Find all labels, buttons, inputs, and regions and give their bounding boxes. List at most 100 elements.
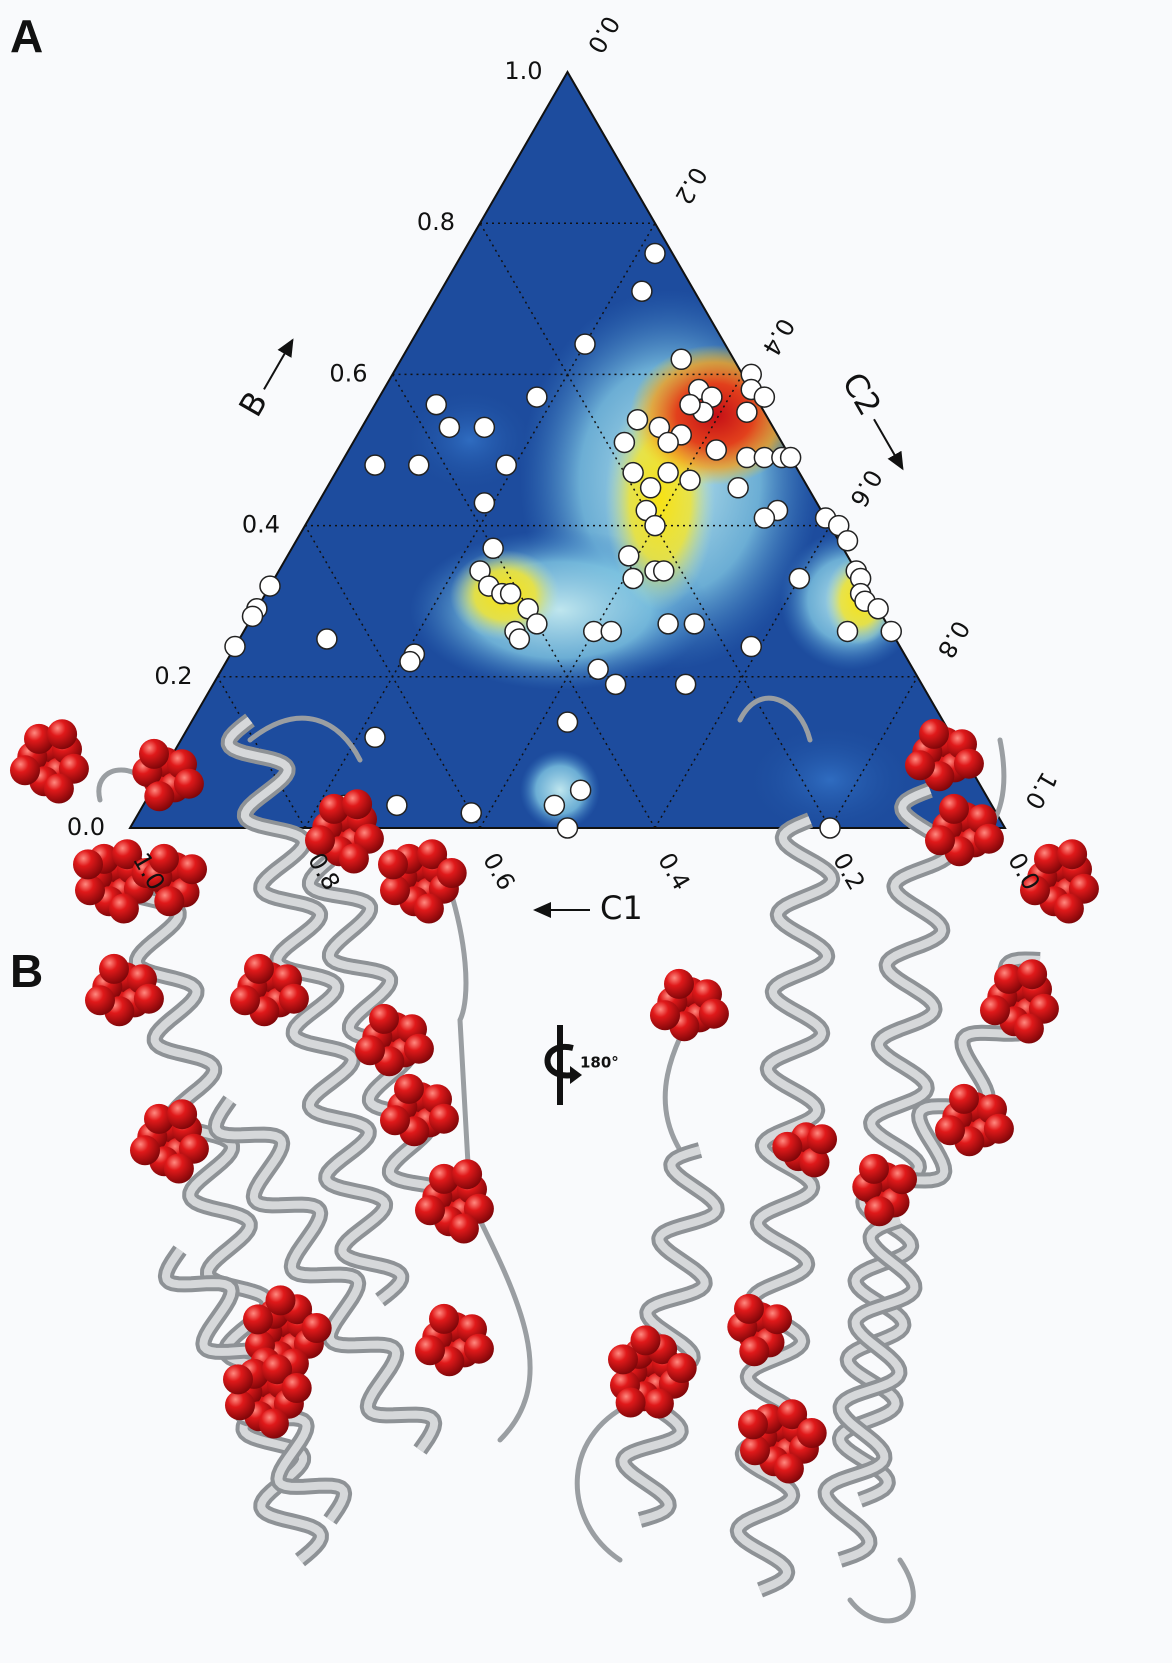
data-point: [426, 395, 446, 415]
data-point: [527, 614, 547, 634]
atom-sphere: [859, 1154, 889, 1184]
atom-sphere: [616, 1388, 646, 1418]
atom-sphere: [449, 1214, 479, 1244]
b-tick-label: 0.6: [329, 359, 367, 387]
atom-sphere: [954, 749, 984, 779]
atom-sphere: [437, 858, 467, 888]
atom-sphere: [699, 999, 729, 1029]
b-tick-label: 1.0: [504, 57, 542, 85]
c2-tick-label: 0.4: [757, 313, 800, 360]
data-point: [365, 727, 385, 747]
data-point: [684, 614, 704, 634]
data-point: [496, 455, 516, 475]
page: A B C2 C1 B 180° 0.00.20.40.60.81.00.00.…: [0, 0, 1172, 1659]
data-point: [571, 780, 591, 800]
data-point: [501, 584, 521, 604]
data-point: [680, 395, 700, 415]
data-point: [820, 818, 840, 838]
axis-label-c2: C2: [835, 366, 921, 477]
atom-sphere: [644, 1389, 674, 1419]
atom-sphere: [919, 719, 949, 749]
data-point: [317, 629, 337, 649]
c2-tick-label: 0.8: [932, 616, 975, 663]
figure: A B C2 C1 B 180° 0.00.20.40.60.81.00.00.…: [0, 0, 1172, 1659]
atom-sphere: [230, 985, 260, 1015]
data-point: [558, 818, 578, 838]
atom-sphere: [984, 1114, 1014, 1144]
data-point: [645, 516, 665, 536]
data-point: [628, 410, 648, 430]
atom-sphere: [864, 1196, 894, 1226]
data-point: [741, 637, 761, 657]
data-point: [641, 478, 661, 498]
data-point: [558, 712, 578, 732]
atom-sphere: [1017, 959, 1047, 989]
atom-sphere: [404, 1034, 434, 1064]
atom-sphere: [177, 854, 207, 884]
data-point: [387, 795, 407, 815]
atom-sphere: [174, 769, 204, 799]
data-point: [474, 493, 494, 513]
data-point: [838, 621, 858, 641]
protein-structure: [10, 698, 1099, 1621]
atom-sphere: [223, 1364, 253, 1394]
atom-sphere: [429, 1104, 459, 1134]
atom-sphere: [414, 894, 444, 924]
atom-sphere: [631, 1325, 661, 1355]
atom-sphere: [925, 825, 955, 855]
atom-sphere: [667, 1353, 697, 1383]
atom-sphere: [1014, 1014, 1044, 1044]
data-point: [754, 387, 774, 407]
data-point: [868, 599, 888, 619]
atom-sphere: [244, 954, 274, 984]
atom-sphere: [415, 1195, 445, 1225]
data-point: [728, 478, 748, 498]
atom-sphere: [887, 1164, 917, 1194]
data-point: [544, 795, 564, 815]
b-tick-label: 0.0: [67, 813, 105, 841]
atom-sphere: [99, 954, 129, 984]
data-point: [527, 387, 547, 407]
atom-sphere: [279, 984, 309, 1014]
axis-label: C2: [835, 366, 889, 422]
axis-arrow: [874, 419, 903, 468]
c2-tick-label: 1.0: [1019, 767, 1062, 814]
atom-sphere: [739, 1336, 769, 1366]
data-point: [737, 402, 757, 422]
data-point: [658, 463, 678, 483]
b-tick-label: 0.4: [242, 511, 280, 539]
data-point: [619, 546, 639, 566]
atom-sphere: [302, 1313, 332, 1343]
axis-label: B: [231, 385, 275, 423]
data-point: [881, 621, 901, 641]
atom-sphere: [225, 1390, 255, 1420]
atom-sphere: [44, 774, 74, 804]
data-point: [654, 561, 674, 581]
data-point: [601, 621, 621, 641]
data-point: [676, 674, 696, 694]
data-point: [680, 470, 700, 490]
data-point: [671, 349, 691, 369]
atom-sphere: [355, 1035, 385, 1065]
atom-sphere: [10, 755, 40, 785]
atom-sphere: [949, 1084, 979, 1114]
data-point: [658, 432, 678, 452]
atom-sphere: [164, 1154, 194, 1184]
panel-label: B: [10, 945, 43, 997]
atom-sphere: [415, 1335, 445, 1365]
c2-tick-label: 0.6: [844, 465, 887, 512]
atom-sphere: [139, 739, 169, 769]
atom-sphere: [342, 789, 372, 819]
atom-sphere: [939, 794, 969, 824]
data-point: [483, 538, 503, 558]
atom-sphere: [380, 875, 410, 905]
data-point: [225, 637, 245, 657]
data-point: [260, 576, 280, 596]
c1-tick-label: 0.6: [477, 848, 520, 895]
axis-label-b: B: [231, 330, 307, 423]
atom-sphere: [282, 1373, 312, 1403]
atom-sphere: [154, 886, 184, 916]
atom-sphere: [734, 1294, 764, 1324]
atom-sphere: [380, 1105, 410, 1135]
c2-tick-label: 0.0: [582, 11, 625, 58]
